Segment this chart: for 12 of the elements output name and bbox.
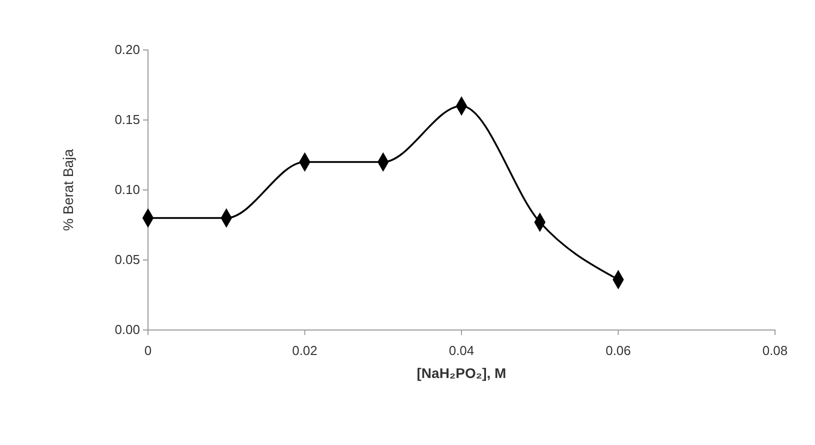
x-tick-label: 0 [144, 342, 152, 358]
x-axis-title: [NaH₂PO₂], M [416, 365, 506, 381]
y-tick-label: 0.10 [114, 182, 140, 198]
x-tick-label: 0.06 [606, 342, 631, 358]
x-tick-label: 0.08 [762, 342, 788, 358]
y-tick-label: 0.00 [114, 322, 140, 338]
y-tick-label: 0.20 [114, 42, 140, 58]
y-tick-label: 0.15 [114, 112, 140, 128]
x-tick-label: 0.02 [292, 342, 318, 358]
y-tick-label: 0.05 [114, 252, 140, 268]
y-axis-title: % Berat Baja [60, 148, 76, 231]
x-tick-label: 0.04 [448, 342, 474, 358]
